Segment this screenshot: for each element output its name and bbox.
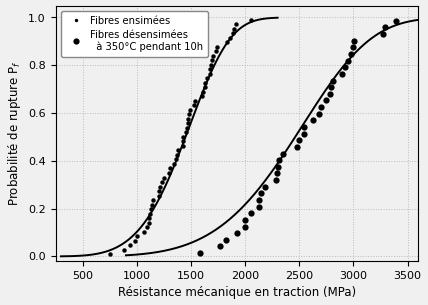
Point — [147, 206, 154, 211]
Point — [209, 53, 216, 58]
Point — [146, 220, 152, 225]
Point — [294, 145, 301, 149]
Point — [147, 211, 154, 216]
Point — [296, 138, 303, 143]
Point — [173, 152, 180, 157]
Point — [348, 52, 354, 56]
Point — [323, 98, 330, 103]
Point — [318, 105, 324, 109]
Point — [393, 18, 400, 23]
Point — [216, 244, 223, 249]
Point — [184, 121, 191, 126]
X-axis label: Résistance mécanique en traction (MPa): Résistance mécanique en traction (MPa) — [118, 286, 356, 300]
Point — [223, 237, 229, 242]
Y-axis label: Probabilité de rupture P$_f$: Probabilité de rupture P$_f$ — [6, 60, 23, 206]
Point — [234, 231, 241, 235]
Point — [275, 164, 282, 169]
Point — [242, 217, 249, 222]
Point — [166, 166, 173, 171]
Point — [156, 188, 163, 193]
Point — [213, 49, 220, 54]
Point — [183, 130, 190, 135]
Point — [208, 63, 215, 67]
Point — [185, 117, 192, 121]
Legend: Fibres ensimées, Fibres désensimées
  à 350°C pendant 10h: Fibres ensimées, Fibres désensimées à 35… — [61, 11, 208, 57]
Point — [342, 65, 348, 70]
Point — [241, 224, 248, 229]
Point — [214, 44, 220, 49]
Point — [381, 25, 388, 30]
Point — [127, 243, 134, 248]
Point — [339, 71, 346, 76]
Point — [273, 178, 279, 182]
Point — [157, 184, 163, 189]
Point — [224, 40, 231, 45]
Point — [146, 216, 153, 221]
Point — [131, 238, 138, 243]
Point — [121, 247, 128, 252]
Point — [232, 22, 239, 27]
Point — [247, 17, 254, 22]
Point — [247, 211, 254, 216]
Point — [107, 252, 113, 257]
Point — [160, 175, 167, 180]
Point — [143, 225, 150, 230]
Point — [149, 202, 155, 207]
Point — [198, 94, 205, 99]
Point — [309, 118, 316, 123]
Point — [350, 45, 357, 50]
Point — [180, 135, 187, 139]
Point — [170, 162, 177, 167]
Point — [327, 92, 334, 96]
Point — [279, 151, 286, 156]
Point — [172, 157, 179, 162]
Point — [207, 67, 214, 72]
Point — [226, 35, 233, 40]
Point — [201, 85, 208, 90]
Point — [230, 26, 237, 31]
Point — [190, 103, 197, 108]
Point — [300, 124, 307, 129]
Point — [262, 184, 268, 189]
Point — [174, 148, 181, 153]
Point — [134, 234, 140, 239]
Point — [229, 31, 236, 36]
Point — [258, 191, 265, 196]
Point — [155, 193, 162, 198]
Point — [179, 144, 186, 149]
Point — [345, 58, 351, 63]
Point — [380, 32, 386, 37]
Point — [197, 251, 204, 256]
Point — [187, 107, 194, 112]
Point — [300, 131, 307, 136]
Point — [315, 111, 322, 116]
Point — [274, 171, 281, 176]
Point — [275, 158, 282, 163]
Point — [256, 198, 262, 203]
Point — [150, 198, 157, 203]
Point — [255, 204, 262, 209]
Point — [330, 78, 336, 83]
Point — [207, 71, 214, 76]
Point — [204, 76, 211, 81]
Point — [183, 125, 190, 130]
Point — [191, 99, 198, 103]
Point — [351, 38, 357, 43]
Point — [166, 170, 172, 175]
Point — [209, 58, 216, 63]
Point — [140, 229, 147, 234]
Point — [202, 81, 209, 85]
Point — [180, 139, 187, 144]
Point — [159, 180, 166, 185]
Point — [327, 85, 334, 90]
Point — [199, 89, 206, 94]
Point — [185, 112, 192, 117]
